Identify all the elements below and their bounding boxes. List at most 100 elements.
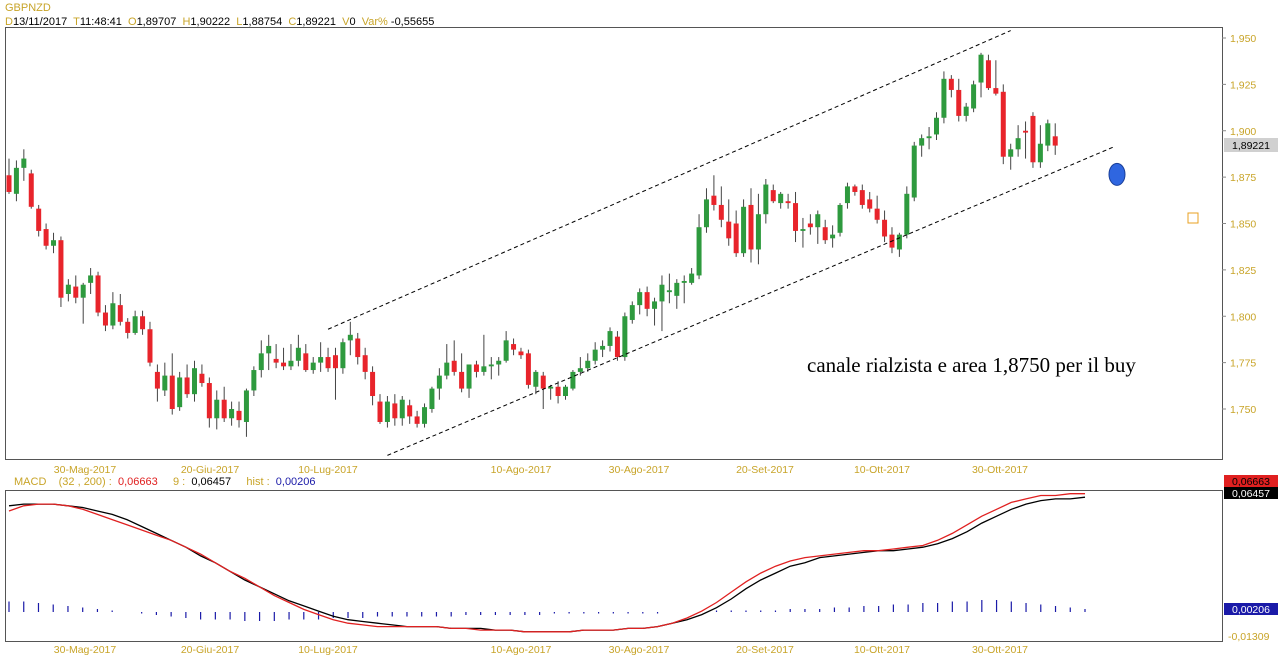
candle	[548, 384, 554, 400]
candle-body	[837, 204, 843, 233]
candle	[177, 371, 183, 411]
hist-value-box	[1224, 603, 1278, 615]
candle	[971, 80, 977, 113]
candle-body	[815, 214, 821, 228]
candle-body	[867, 199, 873, 209]
candle	[340, 338, 346, 374]
candle-body	[733, 223, 739, 254]
candle	[414, 410, 420, 428]
price-x-axis: 30-Mag-2017 20-Giu-2017 10-Lug-2017 10-Ago-…	[54, 464, 1028, 476]
x-tick-label: 30-Ott-2017	[972, 464, 1028, 476]
candle-body	[370, 371, 376, 397]
macd-line	[8, 493, 1085, 633]
signal-value: 0,06457	[191, 476, 232, 488]
candle-body	[65, 284, 71, 294]
y-tick-label: 1,825	[1230, 265, 1256, 277]
candle-body	[652, 301, 658, 309]
candle	[229, 401, 235, 426]
candle	[555, 381, 561, 404]
candle-body	[206, 383, 212, 419]
macd-series	[8, 493, 1086, 633]
candle	[659, 275, 665, 332]
price-panel-frame	[5, 27, 1223, 460]
macd-legend: MACD (32 , 200) : 0,06663 9 : 0,06457 hi…	[14, 476, 316, 488]
candle	[1000, 84, 1006, 165]
candle	[36, 204, 42, 237]
candle	[221, 386, 227, 422]
volume-value: 0	[349, 16, 356, 28]
candle-body	[132, 316, 138, 333]
candle	[28, 169, 34, 209]
candle	[800, 217, 806, 248]
candle-body	[281, 362, 287, 367]
close-key: C	[288, 16, 297, 28]
buy-zone-marker	[1108, 162, 1126, 186]
candle	[926, 127, 932, 150]
candle-body	[548, 386, 554, 389]
macd-x-axis: 30-Mag-2017 20-Giu-2017 10-Lug-2017 10-Ago-…	[54, 644, 1028, 656]
candle-body	[154, 371, 160, 389]
candle-body	[844, 186, 850, 204]
candle-body	[874, 208, 880, 220]
candle-body	[51, 240, 57, 246]
candle-body	[488, 364, 494, 367]
candle	[444, 344, 450, 380]
candle-body	[199, 373, 205, 384]
candle-body	[607, 331, 613, 346]
high-value: 1,90222	[190, 16, 231, 28]
candle-body	[88, 275, 94, 283]
candle-body	[926, 136, 932, 139]
candle-body	[807, 223, 813, 228]
candle-body	[496, 360, 502, 365]
time-key: T	[73, 16, 80, 28]
candle-body	[852, 186, 858, 192]
signal-axis-value: 0,06457	[1232, 488, 1270, 500]
candle-body	[95, 275, 101, 313]
x-tick-label: 20-Giu-2017	[181, 464, 240, 476]
candle	[867, 191, 873, 213]
volume-key: V	[342, 16, 350, 28]
time-value: 11:48:41	[79, 16, 122, 28]
candle-body	[540, 375, 546, 389]
candle	[689, 268, 695, 285]
candle	[258, 340, 264, 378]
candle	[355, 332, 361, 365]
candle-body	[444, 362, 450, 376]
candle-body	[689, 273, 695, 283]
y-tick-label: 1,925	[1230, 79, 1256, 91]
candle-body	[318, 357, 324, 363]
candle	[295, 334, 301, 367]
candle	[518, 347, 524, 359]
candle	[733, 210, 739, 257]
signal-value-box	[1224, 487, 1278, 499]
candle	[637, 288, 643, 315]
candle-body	[125, 321, 131, 333]
candle	[325, 347, 331, 372]
candle-body	[985, 60, 991, 89]
x-tick-label: 10-Lug-2017	[298, 644, 358, 656]
candle-body	[140, 316, 146, 330]
candle	[251, 366, 257, 397]
candle	[852, 184, 858, 196]
candle-body	[859, 190, 865, 205]
candle-body	[800, 229, 806, 231]
candle	[718, 186, 724, 228]
candle-body	[1045, 123, 1051, 146]
channel-lower-line	[387, 146, 1115, 456]
candle-body	[117, 305, 123, 322]
candle-body	[711, 195, 717, 205]
candle	[622, 312, 628, 361]
candle	[310, 357, 316, 374]
candle-body	[102, 312, 108, 326]
candle	[407, 399, 413, 424]
candle	[496, 357, 502, 376]
candle-body	[1037, 143, 1043, 163]
candle-body	[110, 303, 116, 326]
candle-body	[258, 353, 264, 371]
x-tick-label: 10-Lug-2017	[298, 464, 358, 476]
candle	[726, 199, 732, 246]
candle	[459, 353, 465, 393]
candle	[600, 340, 606, 358]
candle-body	[392, 403, 398, 419]
candle-body	[830, 234, 836, 239]
